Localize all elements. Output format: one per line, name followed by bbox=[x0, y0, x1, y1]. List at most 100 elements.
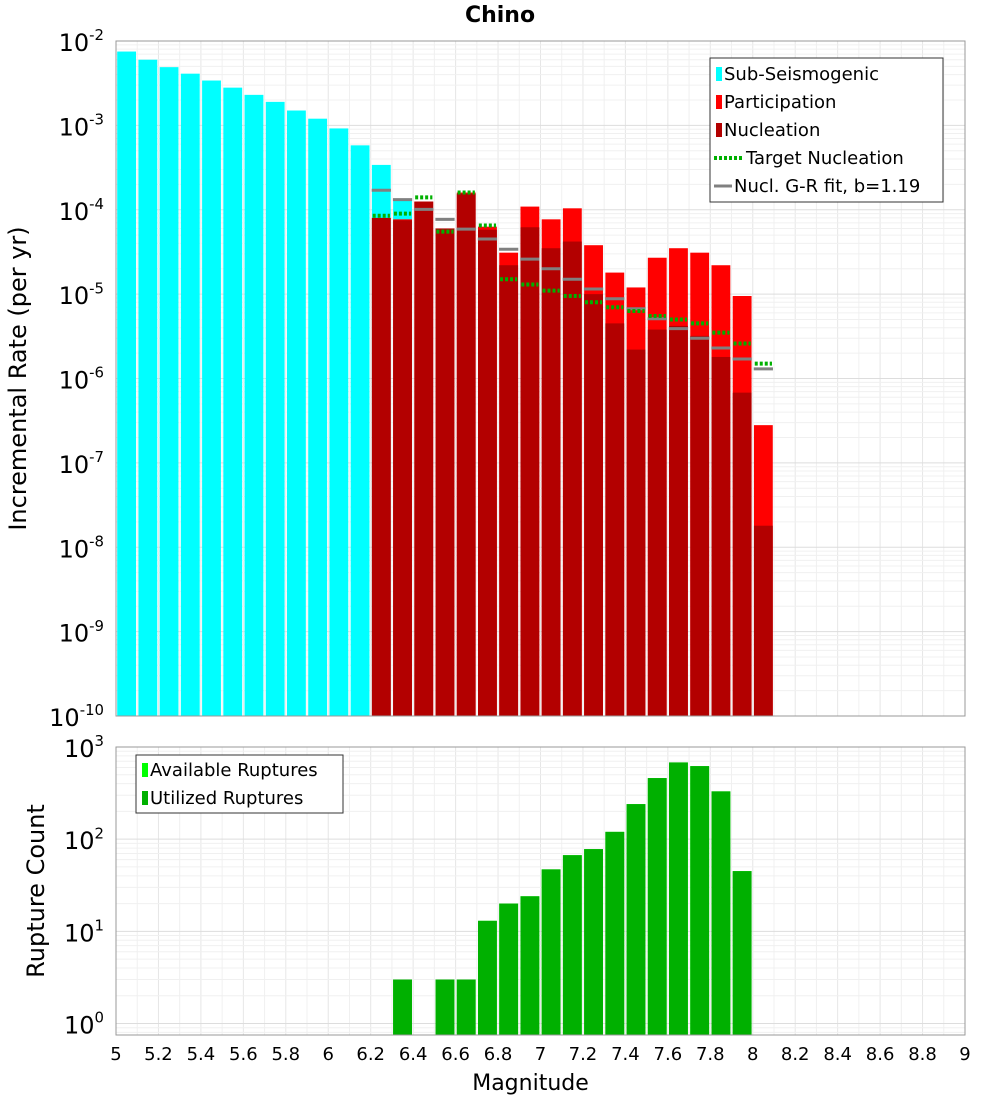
sub-seismogenic-bar bbox=[202, 80, 221, 716]
x-tick-label: 7 bbox=[535, 1044, 546, 1065]
top-y-tick-label: 10-6 bbox=[59, 364, 104, 395]
top-y-tick-label: 10-7 bbox=[59, 448, 104, 479]
utilized-ruptures-bar bbox=[711, 791, 731, 1035]
utilized-ruptures-bar bbox=[732, 871, 752, 1035]
bottom-y-tick-label-exp: 2 bbox=[95, 824, 104, 842]
bottom-y-tick-label-exp: 3 bbox=[95, 732, 104, 750]
nucleation-bar bbox=[669, 325, 688, 716]
sub-seismogenic-bar bbox=[223, 87, 243, 716]
x-tick-label: 5 bbox=[110, 1044, 121, 1065]
utilized-ruptures-bar bbox=[435, 979, 455, 1035]
bottom-y-tick-label: 101 bbox=[64, 917, 104, 948]
bottom-legend-swatch-1 bbox=[142, 791, 148, 805]
nucleation-bar bbox=[371, 217, 391, 716]
x-tick-label: 6.4 bbox=[399, 1044, 428, 1065]
utilized-ruptures-bar bbox=[605, 831, 625, 1035]
top-plot-frame bbox=[115, 40, 966, 717]
bottom-y-tick-label-base: 10 bbox=[64, 1011, 95, 1039]
top-y-tick-label-exp: -7 bbox=[89, 448, 104, 466]
legend-swatch-2 bbox=[716, 123, 722, 137]
sub-seismogenic-bar bbox=[265, 101, 285, 716]
x-tick-label: 6.2 bbox=[356, 1044, 385, 1065]
legend-swatch-1 bbox=[716, 95, 722, 109]
sub-seismogenic-bar bbox=[138, 59, 158, 716]
nucleation-bar bbox=[414, 201, 434, 716]
sub-seismogenic-bar bbox=[350, 145, 370, 717]
bottom-y-tick-label-exp: 0 bbox=[95, 1009, 104, 1027]
utilized-ruptures-bar bbox=[562, 855, 582, 1035]
top-y-axis-label: Incremental Rate (per yr) bbox=[4, 226, 32, 530]
x-tick-label: 8.8 bbox=[908, 1044, 937, 1065]
top-y-tick-label-base: 10 bbox=[59, 451, 90, 479]
bottom-legend-label-1: Utilized Ruptures bbox=[150, 788, 303, 809]
legend-label-0: Sub-Seismogenic bbox=[724, 64, 879, 85]
sub-seismogenic-bar bbox=[329, 128, 349, 716]
x-tick-label: 8 bbox=[747, 1044, 758, 1065]
legend-swatch-0 bbox=[716, 67, 722, 81]
x-tick-label: 5.2 bbox=[144, 1044, 173, 1065]
x-tick-label: 9 bbox=[959, 1044, 970, 1065]
x-tick-label: 6 bbox=[323, 1044, 334, 1065]
nucleation-bar bbox=[711, 356, 731, 716]
bottom-y-tick-label-base: 10 bbox=[64, 919, 95, 947]
sub-seismogenic-bar bbox=[308, 118, 328, 716]
top-y-tick-label-base: 10 bbox=[59, 620, 90, 648]
legend-label-4: Nucl. G-R fit, b=1.19 bbox=[734, 176, 920, 197]
top-y-tick-label-exp: -8 bbox=[89, 532, 104, 550]
top-y-tick-label-base: 10 bbox=[59, 282, 90, 310]
x-tick-label: 5.4 bbox=[187, 1044, 216, 1065]
sub-seismogenic-bar bbox=[244, 94, 264, 716]
top-y-tick-label-exp: -2 bbox=[89, 26, 104, 44]
top-y-tick-label: 10-5 bbox=[59, 279, 104, 310]
top-y-tick-label: 10-8 bbox=[59, 532, 104, 563]
nucleation-bar bbox=[520, 227, 540, 716]
x-tick-label: 6.8 bbox=[484, 1044, 513, 1065]
x-tick-labels: 5 5.2 5.4 5.6 5.8 6 6.2 6.4 6.6 6.8 7 7.2 7.4 7.6 7.8 8… bbox=[110, 1044, 970, 1065]
nucleation-bar bbox=[690, 335, 710, 716]
nucleation-bar bbox=[478, 229, 497, 717]
top-y-tick-label-base: 10 bbox=[59, 535, 90, 563]
utilized-ruptures-bar bbox=[647, 778, 667, 1035]
bottom-legend-swatch-0 bbox=[142, 763, 148, 777]
utilized-ruptures-bar bbox=[393, 979, 412, 1035]
bottom-plot-frame bbox=[115, 746, 966, 1036]
nucleation-bar bbox=[626, 349, 646, 716]
sub-seismogenic-bar bbox=[180, 73, 200, 716]
nucleation-bar bbox=[393, 220, 412, 717]
bottom-y-tick-label-base: 10 bbox=[64, 735, 95, 763]
bottom-legend: Available Ruptures Utilized Ruptures bbox=[135, 754, 344, 814]
nucleation-bar bbox=[562, 241, 582, 717]
utilized-ruptures-bar bbox=[478, 920, 497, 1035]
x-tick-label: 7.4 bbox=[611, 1044, 640, 1065]
x-tick-label: 5.6 bbox=[229, 1044, 258, 1065]
sub-seismogenic-bar bbox=[117, 51, 137, 717]
bottom-bars bbox=[393, 762, 752, 1035]
top-legend-box bbox=[709, 57, 944, 203]
x-tick-label: 7.6 bbox=[654, 1044, 683, 1065]
nucleation-bar bbox=[753, 525, 773, 716]
top-y-tick-label-exp: -9 bbox=[89, 617, 104, 635]
utilized-ruptures-bar bbox=[499, 903, 519, 1035]
top-y-tick-label: 10-4 bbox=[59, 195, 104, 226]
utilized-ruptures-bar bbox=[626, 804, 646, 1035]
top-bars bbox=[117, 51, 773, 717]
utilized-ruptures-bar bbox=[669, 762, 688, 1035]
top-y-tick-label: 10-3 bbox=[59, 111, 104, 142]
legend-label-2: Nucleation bbox=[724, 120, 820, 141]
x-tick-label: 8.2 bbox=[781, 1044, 810, 1065]
nucleation-bar bbox=[541, 248, 561, 717]
chart-title: Chino bbox=[465, 3, 535, 28]
utilized-ruptures-bar bbox=[456, 979, 476, 1035]
top-lines bbox=[371, 188, 773, 371]
nucleation-bar bbox=[435, 228, 455, 716]
top-y-tick-label-exp: -10 bbox=[80, 701, 104, 719]
top-y-tick-label-exp: -4 bbox=[89, 195, 104, 213]
x-tick-label: 5.8 bbox=[271, 1044, 300, 1065]
legend-label-3: Target Nucleation bbox=[745, 148, 904, 169]
x-tick-label: 7.2 bbox=[569, 1044, 598, 1065]
top-y-tick-label-exp: -5 bbox=[89, 279, 104, 297]
legend-label-1: Participation bbox=[724, 92, 836, 113]
bottom-legend-box bbox=[135, 754, 344, 814]
